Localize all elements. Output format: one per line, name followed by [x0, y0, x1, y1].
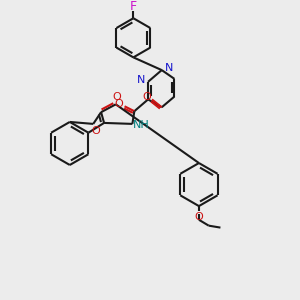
Text: O: O: [92, 126, 100, 136]
Text: F: F: [130, 0, 137, 13]
Text: O: O: [143, 92, 152, 101]
Text: O: O: [194, 212, 203, 222]
Text: N: N: [164, 63, 173, 73]
Text: O: O: [112, 92, 121, 103]
Text: NH: NH: [133, 120, 150, 130]
Text: N: N: [137, 75, 146, 85]
Text: O: O: [114, 99, 123, 109]
